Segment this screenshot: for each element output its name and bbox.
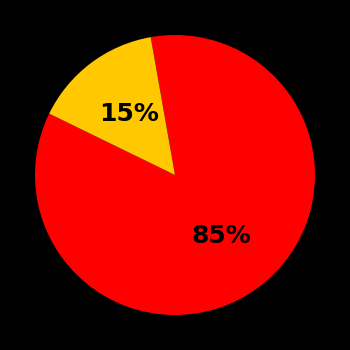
Text: 85%: 85% [191,224,251,248]
Wedge shape [49,37,175,175]
Text: 15%: 15% [99,102,159,126]
Wedge shape [35,35,315,315]
